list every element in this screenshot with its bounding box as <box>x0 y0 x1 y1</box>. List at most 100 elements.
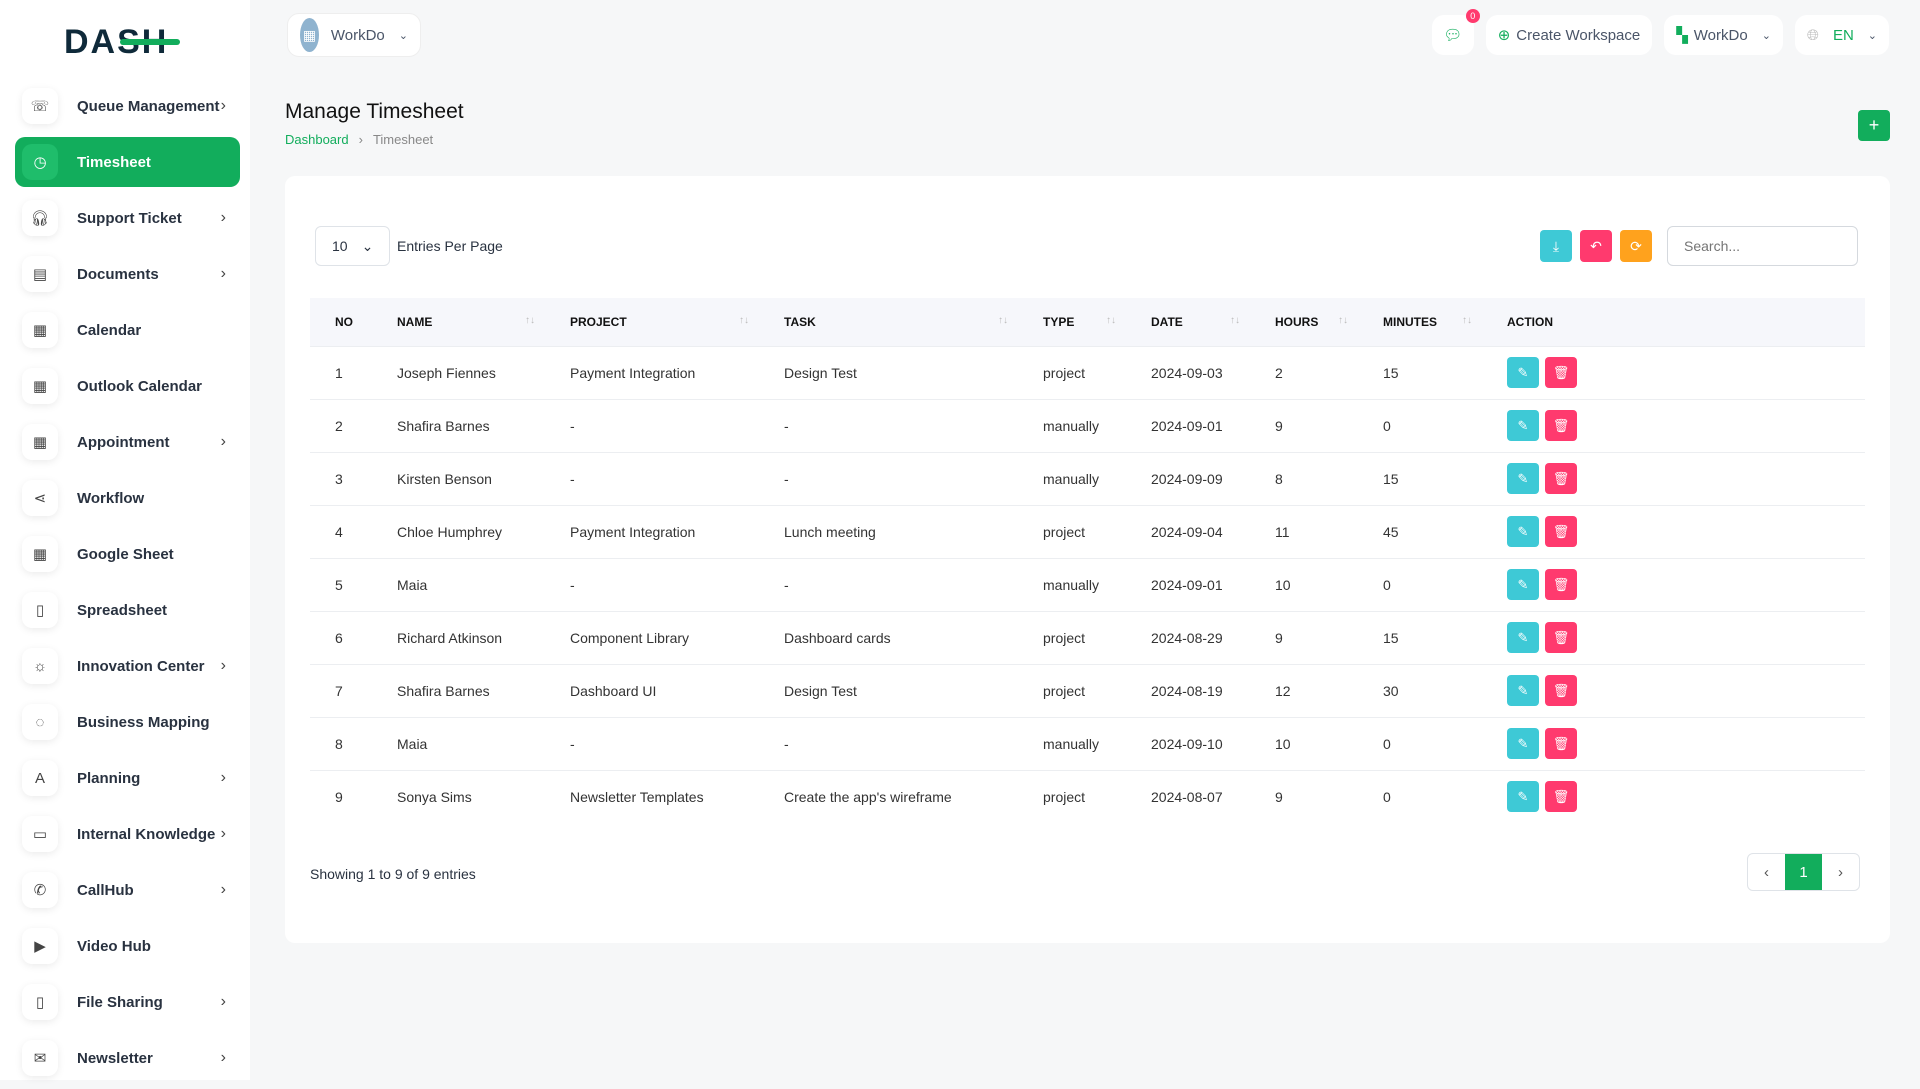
breadcrumb-dashboard[interactable]: Dashboard <box>285 132 349 147</box>
edit-button[interactable]: ✎ <box>1507 463 1539 494</box>
cell-task: - <box>759 557 1018 611</box>
column-header-label: TYPE <box>1043 314 1075 329</box>
trash-icon: 🗑︎ <box>1552 736 1570 751</box>
sidebar-item-newsletter[interactable]: ✉ Newsletter › <box>15 1033 240 1083</box>
table-row: 6 Richard Atkinson Component Library Dashbo… <box>310 610 1865 664</box>
pencil-icon: ✎ <box>1517 683 1529 698</box>
create-workspace-button[interactable]: ⊕ Create Workspace <box>1485 15 1653 55</box>
cell-minutes: 45 <box>1358 504 1482 558</box>
cell-name: Chloe Humphrey <box>372 504 545 558</box>
column-header-date[interactable]: DATE ↑↓ <box>1126 298 1250 346</box>
cell-action: ✎ 🗑︎ <box>1482 345 1865 399</box>
mail-icon: ✉ <box>22 1040 58 1076</box>
sidebar-item-queue-management[interactable]: ☏ Queue Management › <box>15 81 240 131</box>
sidebar-item-label: Newsletter <box>77 1049 153 1067</box>
next-page-button[interactable]: › <box>1838 864 1843 881</box>
prev-page-button[interactable]: ‹ <box>1764 864 1769 881</box>
sidebar-item-innovation-center[interactable]: ☼ Innovation Center › <box>15 641 240 691</box>
cell-project: - <box>545 451 759 505</box>
cell-project: Component Library <box>545 610 759 664</box>
sidebar-item-file-sharing[interactable]: ▯ File Sharing › <box>15 977 240 1027</box>
chevron-right-icon: › <box>220 265 226 282</box>
column-header-name[interactable]: NAME ↑↓ <box>372 298 545 346</box>
sidebar-item-spreadsheet[interactable]: ▯ Spreadsheet <box>15 585 240 635</box>
column-header-task[interactable]: TASK ↑↓ <box>759 298 1018 346</box>
sidebar-item-video-hub[interactable]: ▶ Video Hub <box>15 921 240 971</box>
cell-project: - <box>545 398 759 452</box>
edit-button[interactable]: ✎ <box>1507 410 1539 441</box>
sidebar-item-workflow[interactable]: ⋖ Workflow <box>15 473 240 523</box>
trash-icon: 🗑︎ <box>1552 524 1570 539</box>
delete-button[interactable]: 🗑︎ <box>1545 781 1577 813</box>
column-header-project[interactable]: PROJECT ↑↓ <box>545 298 759 346</box>
cell-hours: 12 <box>1250 663 1358 717</box>
sidebar-item-label: Outlook Calendar <box>77 377 203 395</box>
file-icon: ▯ <box>22 592 58 628</box>
refresh-icon: ⟳ <box>1630 238 1642 254</box>
delete-button[interactable]: 🗑︎ <box>1545 569 1577 600</box>
cell-hours: 9 <box>1250 398 1358 452</box>
column-header-type[interactable]: TYPE ↑↓ <box>1018 298 1126 346</box>
edit-button[interactable]: ✎ <box>1507 569 1539 600</box>
cell-task: - <box>759 716 1018 770</box>
sidebar-item-outlook-calendar[interactable]: ▦ Outlook Calendar <box>15 361 240 411</box>
search-input[interactable] <box>1667 226 1858 266</box>
workspace-dropdown[interactable]: ▚ WorkDo ⌄ <box>1664 15 1783 55</box>
page-title: Manage Timesheet <box>285 100 464 123</box>
workflow-icon: ⋖ <box>22 480 58 516</box>
pencil-icon: ✎ <box>1517 736 1529 751</box>
edit-button[interactable]: ✎ <box>1507 357 1539 388</box>
refresh-button[interactable]: ⟳ <box>1620 230 1652 262</box>
language-dropdown[interactable]: 🌐︎ EN ⌄ <box>1794 15 1889 55</box>
cell-no: 4 <box>310 504 372 558</box>
sidebar-item-callhub[interactable]: ✆ CallHub › <box>15 865 240 915</box>
messages-button[interactable]: 💬︎ 0 <box>1431 9 1480 55</box>
column-header-hours[interactable]: HOURS ↑↓ <box>1250 298 1358 346</box>
brand-logo[interactable]: DASH <box>64 23 181 61</box>
sidebar-item-calendar[interactable]: ▦ Calendar <box>15 305 240 355</box>
cell-no: 9 <box>310 769 372 823</box>
trash-icon: 🗑︎ <box>1552 683 1570 698</box>
sidebar-item-business-mapping[interactable]: ◌ Business Mapping <box>15 697 240 747</box>
edit-button[interactable]: ✎ <box>1507 781 1539 813</box>
cell-minutes: 30 <box>1358 663 1482 717</box>
delete-button[interactable]: 🗑︎ <box>1545 410 1577 441</box>
sidebar-item-google-sheet[interactable]: ▦ Google Sheet <box>15 529 240 579</box>
edit-button[interactable]: ✎ <box>1507 622 1539 653</box>
delete-button[interactable]: 🗑︎ <box>1545 463 1577 494</box>
cell-minutes: 0 <box>1358 716 1482 770</box>
edit-button[interactable]: ✎ <box>1507 516 1539 547</box>
export-button[interactable]: ⤓ <box>1540 230 1572 262</box>
edit-button[interactable]: ✎ <box>1507 728 1539 759</box>
language-label: EN <box>1832 26 1854 44</box>
pencil-icon: ✎ <box>1517 524 1529 539</box>
cell-hours: 10 <box>1250 557 1358 611</box>
cell-type: project <box>1018 610 1126 664</box>
column-header-minutes[interactable]: MINUTES ↑↓ <box>1358 298 1482 346</box>
delete-button[interactable]: 🗑︎ <box>1545 516 1577 547</box>
workspace-avatar-icon: ▦ <box>300 18 319 52</box>
add-timesheet-button[interactable]: + <box>1858 110 1890 141</box>
delete-button[interactable]: 🗑︎ <box>1545 622 1577 653</box>
undo-icon: ↶ <box>1590 238 1602 254</box>
delete-button[interactable]: 🗑︎ <box>1545 728 1577 759</box>
sidebar-item-support-ticket[interactable]: 🎧︎ Support Ticket › <box>15 193 240 243</box>
edit-button[interactable]: ✎ <box>1507 675 1539 706</box>
reset-button[interactable]: ↶ <box>1580 230 1612 262</box>
cell-task: - <box>759 398 1018 452</box>
cell-project: Newsletter Templates <box>545 769 759 823</box>
entries-per-page-select[interactable]: 10 ⌄ <box>315 226 390 266</box>
pencil-icon: ✎ <box>1517 789 1529 805</box>
cell-type: manually <box>1018 398 1126 452</box>
sidebar-item-appointment[interactable]: ▦ Appointment › <box>15 417 240 467</box>
delete-button[interactable]: 🗑︎ <box>1545 357 1577 388</box>
workspace-switcher[interactable]: ▦ WorkDo ⌄ <box>287 13 421 57</box>
sidebar-item-internal-knowledge[interactable]: ▭ Internal Knowledge › <box>15 809 240 859</box>
delete-button[interactable]: 🗑︎ <box>1545 675 1577 706</box>
cell-name: Sonya Sims <box>372 769 545 823</box>
page-button[interactable]: 1 <box>1785 854 1822 890</box>
cell-action: ✎ 🗑︎ <box>1482 610 1865 664</box>
sidebar-item-timesheet[interactable]: ◷ Timesheet <box>15 137 240 187</box>
sidebar-item-planning[interactable]: A Planning › <box>15 753 240 803</box>
sidebar-item-documents[interactable]: ▤ Documents › <box>15 249 240 299</box>
